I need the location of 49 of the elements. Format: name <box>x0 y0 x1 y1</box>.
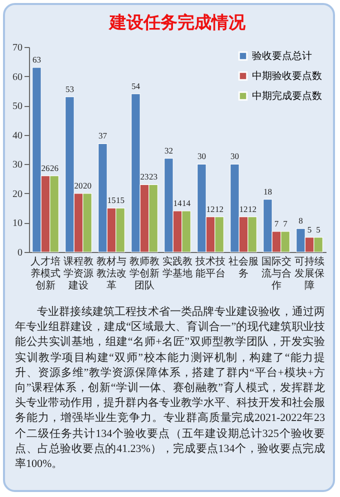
x-tick-label: 人才培养模式创新 <box>30 256 60 292</box>
y-tick-label: 60 <box>12 72 22 83</box>
data-label: 7 <box>283 218 288 228</box>
data-label: 20 <box>74 180 83 190</box>
data-label: 12 <box>239 204 248 214</box>
data-label: 30 <box>197 151 206 162</box>
data-label: 5 <box>307 224 312 234</box>
data-label: 14 <box>182 198 192 208</box>
x-tick-label: 国际交流与合作 <box>262 256 292 292</box>
legend-label: 验收要点总计 <box>252 50 312 62</box>
data-label: 12 <box>248 204 257 214</box>
data-label: 23 <box>149 172 158 182</box>
x-tick-label: 实践教学基地 <box>162 256 192 280</box>
data-label: 26 <box>50 162 59 173</box>
y-tick-label: 30 <box>12 160 22 171</box>
data-label: 53 <box>65 84 74 94</box>
data-label: 8 <box>298 216 303 226</box>
data-label: 26 <box>41 162 50 173</box>
legend-label: 中期完成要点数 <box>252 90 322 102</box>
x-tick-label: 教师教学创新团队 <box>130 256 160 292</box>
data-label: 18 <box>263 186 272 196</box>
y-tick-label: 70 <box>12 42 22 54</box>
data-label: 54 <box>131 80 141 91</box>
data-label: 20 <box>83 180 92 190</box>
x-tick-label: 课程教学资源建设 <box>64 256 94 292</box>
data-label: 12 <box>206 204 215 214</box>
legend-label: 中期验收要点数 <box>252 70 322 82</box>
y-tick-label: 10 <box>12 218 22 230</box>
y-tick-label: 0 <box>18 248 22 258</box>
y-tick-label: 20 <box>12 188 22 200</box>
y-tick-label: 50 <box>12 101 22 112</box>
x-tick-label: 教材与教法改革 <box>96 256 126 292</box>
y-tick-label: 40 <box>12 130 22 142</box>
data-label: 63 <box>32 54 41 64</box>
x-tick-label: 可持续发展保障 <box>294 256 324 292</box>
data-label: 15 <box>116 195 125 206</box>
text: 专业群接续建筑工程技术省一类品牌专业建设验收，通过两年专业组群建设，建成“区域最大、育训合一”的现代建筑职业技能公共实训基地，组建“名师+名匠”双师型教学团队，开发实验实训教学项目构建“双师”校本能力测评机制，构建了“能力提升、资源多维”教学资源保障体系，搭建了群内“平台+模块+方向”课程体系，创新“学训一体、赛创融教”育人模式，发挥群龙头专业带动作用，提升群内各专业教学水平、科技开发和社会服务能力，增强毕业生竞争力。专业群高质量完成2021-2022年23个二级任务共计134个验收要点（五年建设期总计325个验收要点、占总验收要点的41.23%），完成要点134个，验收要点完成率100%。 <box>15 306 325 470</box>
data-label: 12 <box>215 204 224 214</box>
data-label: 14 <box>173 198 182 208</box>
data-label: 37 <box>98 130 107 141</box>
x-tick-label: 技术技能平台 <box>194 256 226 280</box>
data-label: 15 <box>107 195 116 206</box>
data-label: 5 <box>316 224 320 234</box>
data-label: 7 <box>274 218 279 228</box>
data-label: 23 <box>140 172 149 182</box>
chart-title: 建设任务完成情况 <box>108 13 246 33</box>
data-label: 32 <box>164 145 173 156</box>
x-tick-label: 社会服务 <box>228 256 258 280</box>
data-label: 30 <box>230 151 239 162</box>
